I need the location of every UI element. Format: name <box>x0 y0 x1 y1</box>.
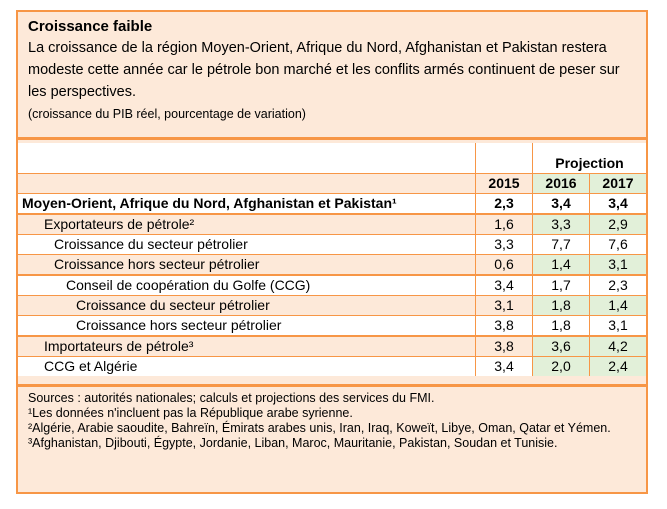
row-value-2015: 3,1 <box>475 295 533 316</box>
row-label: Conseil de coopération du Golfe (CCG) <box>18 274 476 296</box>
footnote-3: ³Afghanistan, Djibouti, Égypte, Jordanie… <box>28 436 558 450</box>
row-value-2017: 2,9 <box>589 213 646 235</box>
row-value-2016: 1,8 <box>532 315 590 336</box>
row-value-2015: 3,3 <box>475 234 533 255</box>
table-row: Croissance hors secteur pétrolier 3,8 1,8 3… <box>18 315 646 336</box>
row-value-2016: 3,6 <box>532 335 590 357</box>
row-value-2016: 1,4 <box>532 254 590 275</box>
row-value-2016: 1,8 <box>532 295 590 316</box>
row-value-2016: 3,4 <box>532 193 590 214</box>
row-label: Croissance du secteur pétrolier <box>18 295 476 316</box>
row-value-2015: 2,3 <box>475 193 533 214</box>
row-value-2015: 0,6 <box>475 254 533 275</box>
row-value-2017: 4,2 <box>589 335 646 357</box>
year-2015: 2015 <box>475 173 533 194</box>
row-label: Croissance hors secteur pétrolier <box>18 315 476 336</box>
row-value-2017: 7,6 <box>589 234 646 255</box>
year-2016: 2016 <box>532 173 590 194</box>
row-label: Croissance du secteur pétrolier <box>18 234 476 255</box>
row-label: Croissance hors secteur pétrolier <box>18 254 476 275</box>
row-value-2017: 2,3 <box>589 274 646 296</box>
row-label: Moyen-Orient, Afrique du Nord, Afghanist… <box>18 193 476 214</box>
row-value-2016: 7,7 <box>532 234 590 255</box>
footnote-sources: Sources : autorités nationales; calculs … <box>28 391 435 405</box>
row-value-2015: 3,8 <box>475 315 533 336</box>
row-label: CCG et Algérie <box>18 356 476 376</box>
table-row: Conseil de coopération du Golfe (CCG) 3,4… <box>18 274 646 296</box>
row-value-2015: 3,4 <box>475 356 533 376</box>
row-value-2017: 3,4 <box>589 193 646 214</box>
row-value-2015: 1,6 <box>475 213 533 235</box>
row-value-2017: 3,1 <box>589 254 646 275</box>
row-value-2017: 3,1 <box>589 315 646 336</box>
units-note: (croissance du PIB réel, pourcentage de … <box>28 107 306 121</box>
growth-box: Croissance faible La croissance de la ré… <box>16 10 648 494</box>
footnotes: Sources : autorités nationales; calculs … <box>18 384 646 455</box>
table-row: Exportateurs de pétrole² 1,6 3,3 2,9 <box>18 213 646 235</box>
footnote-1: ¹Les données n'incluent pas la Républiqu… <box>28 406 353 420</box>
table-row: Croissance du secteur pétrolier 3,1 1,8 1,4 <box>18 295 646 316</box>
growth-table: Projection 2015 2016 2017 Moyen-Orient, Af… <box>18 143 646 376</box>
table-row: Croissance hors secteur pétrolier 0,6 1,4 3… <box>18 254 646 275</box>
projection-label: Projection <box>532 143 646 174</box>
projection-header-row: Projection <box>18 143 646 174</box>
table-row: Importateurs de pétrole³ 3,8 3,6 4,2 <box>18 335 646 357</box>
year-header-row: 2015 2016 2017 <box>18 173 646 194</box>
row-value-2016: 2,0 <box>532 356 590 376</box>
row-value-2017: 2,4 <box>589 356 646 376</box>
table-row: Croissance du secteur pétrolier 3,3 7,7 7,6 <box>18 234 646 255</box>
box-description: La croissance de la région Moyen-Orient,… <box>28 40 620 100</box>
row-value-2016: 1,7 <box>532 274 590 296</box>
row-label: Importateurs de pétrole³ <box>18 335 476 357</box>
row-value-2015: 3,8 <box>475 335 533 357</box>
box-title: Croissance faible <box>28 18 153 35</box>
row-label: Exportateurs de pétrole² <box>18 213 476 235</box>
year-2017: 2017 <box>589 173 646 194</box>
box-header: Croissance faible La croissance de la ré… <box>18 12 646 140</box>
row-value-2015: 3,4 <box>475 274 533 296</box>
row-value-2017: 1,4 <box>589 295 646 316</box>
table-row: Moyen-Orient, Afrique du Nord, Afghanist… <box>18 193 646 214</box>
footnote-2: ²Algérie, Arabie saoudite, Bahreïn, Émir… <box>28 421 611 435</box>
row-value-2016: 3,3 <box>532 213 590 235</box>
table-row: CCG et Algérie 3,4 2,0 2,4 <box>18 356 646 376</box>
